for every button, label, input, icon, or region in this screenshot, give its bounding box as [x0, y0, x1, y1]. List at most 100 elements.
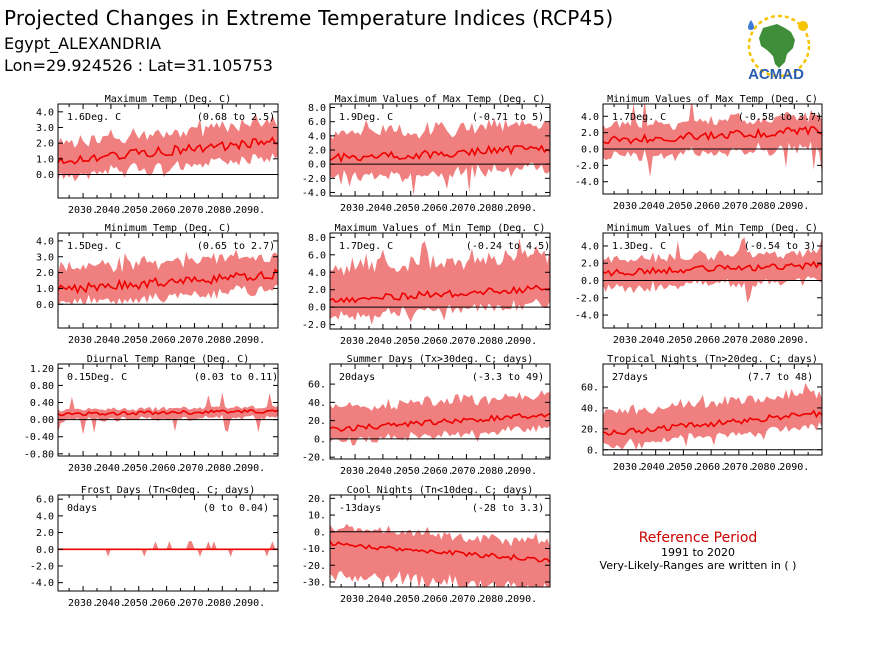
range-band	[330, 238, 550, 325]
y-tick-label: -4.0	[575, 177, 599, 188]
range-band	[330, 118, 550, 196]
median-line	[58, 409, 278, 417]
x-tick-label: 2080.	[207, 335, 237, 346]
x-tick-label: 2070.	[451, 466, 481, 477]
x-tick-label: 2060.	[696, 335, 726, 346]
x-tick-label: 2090.	[507, 203, 537, 214]
y-tick-label: 4.0	[36, 236, 54, 247]
median-line	[330, 540, 550, 563]
value-label: 20days	[339, 372, 375, 383]
x-tick-label: 2050.	[668, 201, 698, 212]
x-tick-label: 2040.	[368, 466, 398, 477]
location-coordinates: Lon=29.924526 : Lat=31.105753	[4, 56, 273, 75]
y-tick-label: 0.0	[36, 170, 54, 181]
y-tick-label: 0.00	[30, 415, 54, 426]
panel-title: Maximum Temp (Deg. C)	[105, 94, 231, 105]
x-tick-label: 2070.	[179, 598, 209, 609]
y-tick-label: -20.	[302, 561, 326, 572]
panel-txx_max: 8.06.04.02.00.0-2.0-4.02030.2040.2050.20…	[302, 94, 551, 214]
value-label: 0days	[67, 503, 97, 514]
range-label: (-0.71 to 5)	[472, 112, 544, 123]
x-tick-label: 2090.	[507, 466, 537, 477]
y-tick-label: -20.	[302, 453, 326, 464]
x-tick-label: 2080.	[479, 336, 509, 347]
x-tick-label: 2080.	[207, 205, 237, 216]
y-tick-label: 60.	[581, 383, 599, 394]
plot-frame	[329, 232, 551, 330]
y-tick-label: 0.0	[308, 160, 326, 171]
range-label: (-0.54 to 3)	[744, 241, 816, 252]
range-band	[330, 390, 550, 446]
reference-years: 1991 to 2020	[660, 546, 736, 559]
value-label: 1.3Deg. C	[612, 241, 666, 252]
x-tick-label: 2060.	[424, 336, 454, 347]
y-tick-label: 1.0	[36, 284, 54, 295]
panel-txn_min: 4.0 2.0 0.0 -2.0 -4.0 2030.2040.2050.2060.207…	[575, 94, 823, 212]
panel-title: Minimum Values of Min Temp (Deg. C)	[607, 223, 818, 234]
median-line	[603, 260, 822, 277]
y-tick-label: -2.0	[302, 320, 326, 331]
reference-note: Very-Likely-Ranges are written in ( )	[599, 559, 797, 572]
y-tick-label: 2.0	[36, 139, 54, 150]
value-label: 1.9Deg. C	[339, 112, 393, 123]
x-tick-label: 2060.	[152, 205, 182, 216]
page-title: Projected Changes in Extreme Temperature…	[4, 6, 614, 30]
x-tick-label: 2070.	[451, 336, 481, 347]
y-tick-label: 40.	[308, 398, 326, 409]
x-tick-label: 2040.	[641, 201, 671, 212]
x-tick-label: 2050.	[396, 203, 426, 214]
value-label: 27days	[612, 372, 648, 383]
panel-title: Minimum Temp (Deg. C)	[105, 223, 231, 234]
median-line	[58, 136, 278, 165]
y-tick-label: -2.0	[575, 293, 599, 304]
y-tick-label: 0.0	[36, 545, 54, 556]
y-tick-label: 2.0	[36, 268, 54, 279]
x-tick-label: 2090.	[779, 335, 809, 346]
y-tick-label: 0.	[314, 527, 326, 538]
y-tick-label: 1.20	[30, 364, 54, 375]
reference-legend: Reference Period 1991 to 2020 Very-Likel…	[588, 530, 808, 572]
y-tick-label: -2.0	[30, 561, 54, 572]
x-tick-label: 2090.	[235, 335, 265, 346]
x-tick-label: 2050.	[124, 205, 154, 216]
x-tick-label: 2080.	[752, 201, 782, 212]
x-tick-label: 2080.	[207, 598, 237, 609]
y-tick-label: -4.0	[575, 311, 599, 322]
y-tick-label: 20.	[581, 424, 599, 435]
x-tick-label: 2080.	[479, 466, 509, 477]
range-label: (0.65 to 2.7)	[197, 241, 275, 252]
x-tick-label: 2030.	[613, 201, 643, 212]
y-tick-label: 2.0	[308, 285, 326, 296]
x-tick-label: 2070.	[179, 463, 209, 474]
x-tick-label: 2040.	[368, 203, 398, 214]
plot-frame	[57, 103, 279, 199]
range-label: (0.68 to 2.5)	[197, 112, 275, 123]
panel-title: Frost Days (Tn<0deg. C; days)	[81, 485, 256, 496]
x-tick-label: 2090.	[779, 201, 809, 212]
x-tick-label: 2070.	[451, 594, 481, 605]
x-tick-label: 2040.	[96, 598, 126, 609]
y-tick-label: 4.0	[581, 112, 599, 123]
panel-tn10: 20. 10. 0. -10. -20. -30. 2030.2040.2050.2060.…	[302, 485, 551, 605]
value-label: 1.7Deg. C	[612, 112, 666, 123]
x-tick-label: 2050.	[396, 466, 426, 477]
x-tick-label: 2070.	[724, 462, 754, 473]
y-tick-label: -10.	[302, 544, 326, 555]
y-tick-label: 0.0	[36, 300, 54, 311]
reference-title: Reference Period	[638, 530, 758, 546]
x-tick-label: 2040.	[368, 336, 398, 347]
median-line	[603, 409, 822, 436]
acmad-logo: ACMAD	[747, 14, 811, 83]
x-tick-label: 2040.	[96, 463, 126, 474]
y-tick-label: 4.0	[36, 107, 54, 118]
x-tick-label: 2090.	[235, 463, 265, 474]
y-tick-label: 40.	[581, 403, 599, 414]
median-line	[330, 412, 550, 433]
x-tick-label: 2030.	[68, 335, 98, 346]
y-tick-label: 0.	[314, 434, 326, 445]
range-band	[58, 249, 278, 306]
y-tick-label: 0.0	[308, 303, 326, 314]
x-tick-label: 2090.	[779, 462, 809, 473]
y-tick-label: 2.0	[36, 528, 54, 539]
plot-frame	[602, 363, 823, 456]
